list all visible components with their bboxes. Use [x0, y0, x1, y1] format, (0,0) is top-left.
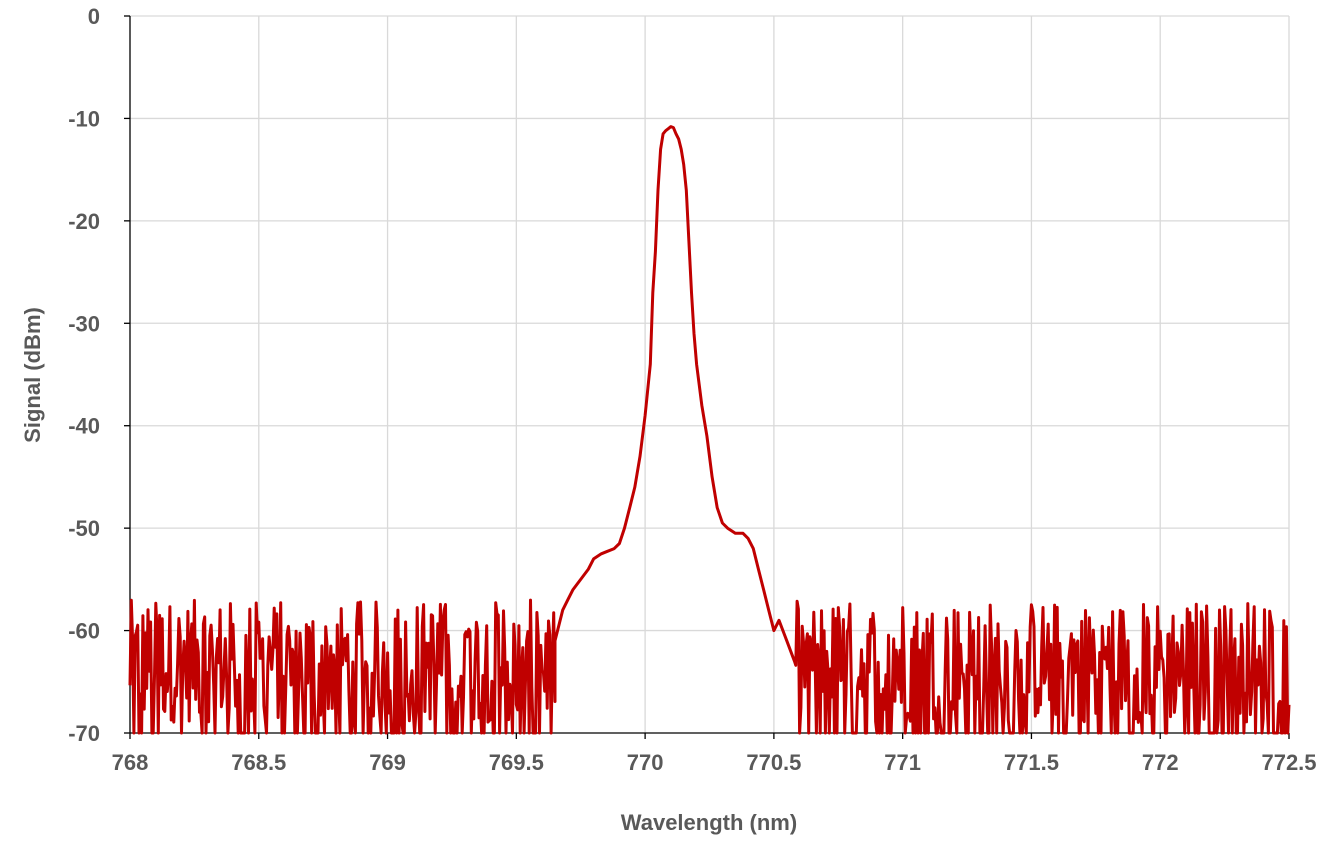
- spectrum-series-line: [128, 125, 1291, 735]
- y-tick-label: -30: [68, 311, 100, 336]
- y-tick-label: -10: [68, 106, 100, 131]
- x-axis-title: Wavelength (nm): [621, 810, 797, 835]
- x-tick-label: 769: [369, 750, 406, 775]
- x-tick-label: 770.5: [746, 750, 801, 775]
- y-tick-label: -50: [68, 516, 100, 541]
- x-tick-label: 771: [884, 750, 921, 775]
- x-tick-label: 768: [112, 750, 149, 775]
- y-tick-label: -60: [68, 619, 100, 644]
- y-tick-label: -20: [68, 209, 100, 234]
- x-tick-labels: 768 768.5 769 769.5 770 770.5 771 771.5 772 772.5: [112, 750, 1317, 775]
- y-tick-label: 0: [88, 4, 100, 29]
- x-tick-label: 771.5: [1004, 750, 1059, 775]
- plot-area: [128, 125, 1291, 735]
- x-tick-label: 770: [627, 750, 664, 775]
- x-tick-label: 769.5: [489, 750, 544, 775]
- gridlines: [130, 15, 1290, 733]
- x-tick-label: 772: [1142, 750, 1179, 775]
- x-tick-label: 768.5: [231, 750, 286, 775]
- y-axis-title: Signal (dBm): [20, 307, 45, 443]
- y-tick-labels: 0 -10 -20 -30 -40 -50 -60 -70: [68, 4, 100, 746]
- y-tick-label: -40: [68, 414, 100, 439]
- y-tick-label: -70: [68, 721, 100, 746]
- x-tick-label: 772.5: [1261, 750, 1316, 775]
